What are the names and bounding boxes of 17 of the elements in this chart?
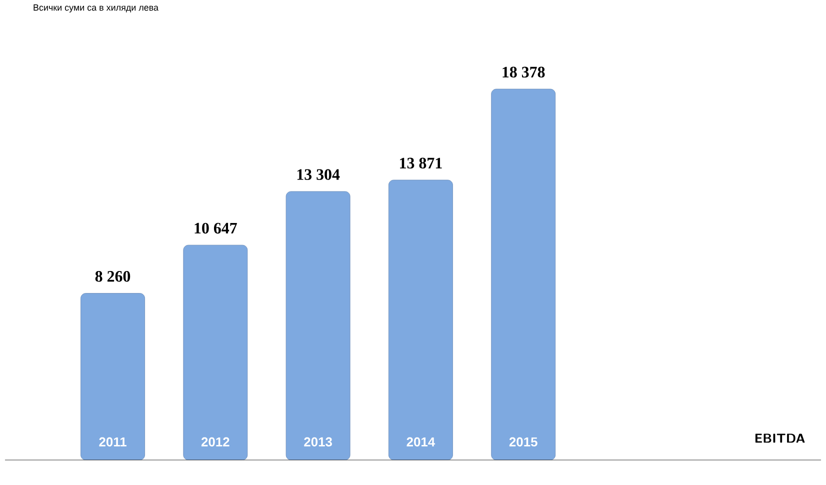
x-tick-label: 2011	[99, 437, 126, 446]
bar	[491, 88, 556, 460]
x-tick-label: 2015	[509, 437, 538, 446]
data-label: 18 378	[502, 66, 545, 78]
x-tick-label: 2014	[406, 437, 436, 446]
text: EBITDA	[755, 434, 805, 443]
bar	[286, 191, 350, 460]
data-label: 8 260	[95, 270, 130, 282]
x-tick-label: 2012	[201, 437, 230, 446]
data-label: 13 304	[297, 169, 340, 180]
chart-title: Всички суми са в хиляди лева	[34, 4, 158, 12]
bar	[80, 293, 145, 460]
data-label: 10 647	[194, 222, 237, 234]
bar	[183, 244, 248, 460]
x-tick-label: 2013	[304, 437, 332, 446]
bar	[388, 180, 453, 460]
data-label: 13 871	[400, 158, 442, 168]
